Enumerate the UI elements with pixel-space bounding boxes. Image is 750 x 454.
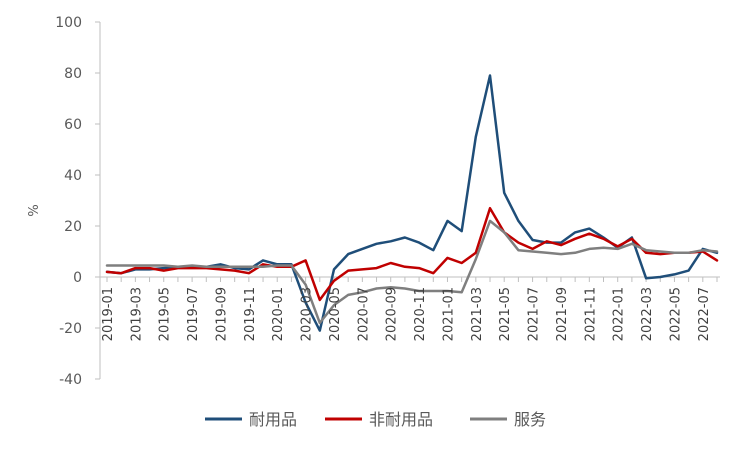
y-tick-label: -40 xyxy=(59,372,82,388)
x-tick-label: 2020-01 xyxy=(271,287,286,341)
x-tick-label: 2020-07 xyxy=(356,287,371,341)
y-tick-label: 80 xyxy=(64,66,82,82)
x-tick-label: 2021-11 xyxy=(583,287,598,341)
x-tick-label: 2020-09 xyxy=(385,287,400,341)
series-line-3 xyxy=(105,219,719,325)
x-tick-label: 2019-09 xyxy=(215,287,230,341)
x-tick-label: 2020-05 xyxy=(328,287,343,341)
x-tick-label: 2021-01 xyxy=(442,287,457,341)
x-tick-label: 2020-11 xyxy=(413,287,428,341)
x-tick-label: 2019-01 xyxy=(101,287,116,341)
x-tick-label: 2020-03 xyxy=(300,287,315,341)
x-tick-label: 2019-07 xyxy=(186,287,201,341)
legend-label-3: 服务 xyxy=(514,410,546,429)
x-tick-label: 2022-07 xyxy=(697,287,712,341)
x-tick-label: 2021-09 xyxy=(555,287,570,341)
y-tick-label: -20 xyxy=(59,321,82,337)
legend-label-1: 耐用品 xyxy=(249,410,297,429)
y-tick-label: 0 xyxy=(73,270,82,286)
x-tick-label: 2019-03 xyxy=(129,287,144,341)
x-tick-label: 2019-11 xyxy=(243,287,258,341)
y-tick-label: 60 xyxy=(64,117,82,133)
legend-label-2: 非耐用品 xyxy=(369,410,433,429)
x-tick-label: 2022-03 xyxy=(640,287,655,341)
y-tick-label: 100 xyxy=(55,15,82,31)
y-tick-label: 20 xyxy=(64,219,82,235)
x-tick-label: 2021-05 xyxy=(498,287,513,341)
x-tick-label: 2021-07 xyxy=(527,287,542,341)
y-tick-label: 40 xyxy=(64,168,82,184)
x-tick-label: 2022-05 xyxy=(668,287,683,341)
x-tick-label: 2019-05 xyxy=(158,287,173,341)
series-line-2 xyxy=(105,206,719,302)
x-tick-label: 2022-01 xyxy=(612,287,627,341)
y-axis-title: % xyxy=(27,204,42,216)
x-tick-label: 2021-03 xyxy=(470,287,485,341)
